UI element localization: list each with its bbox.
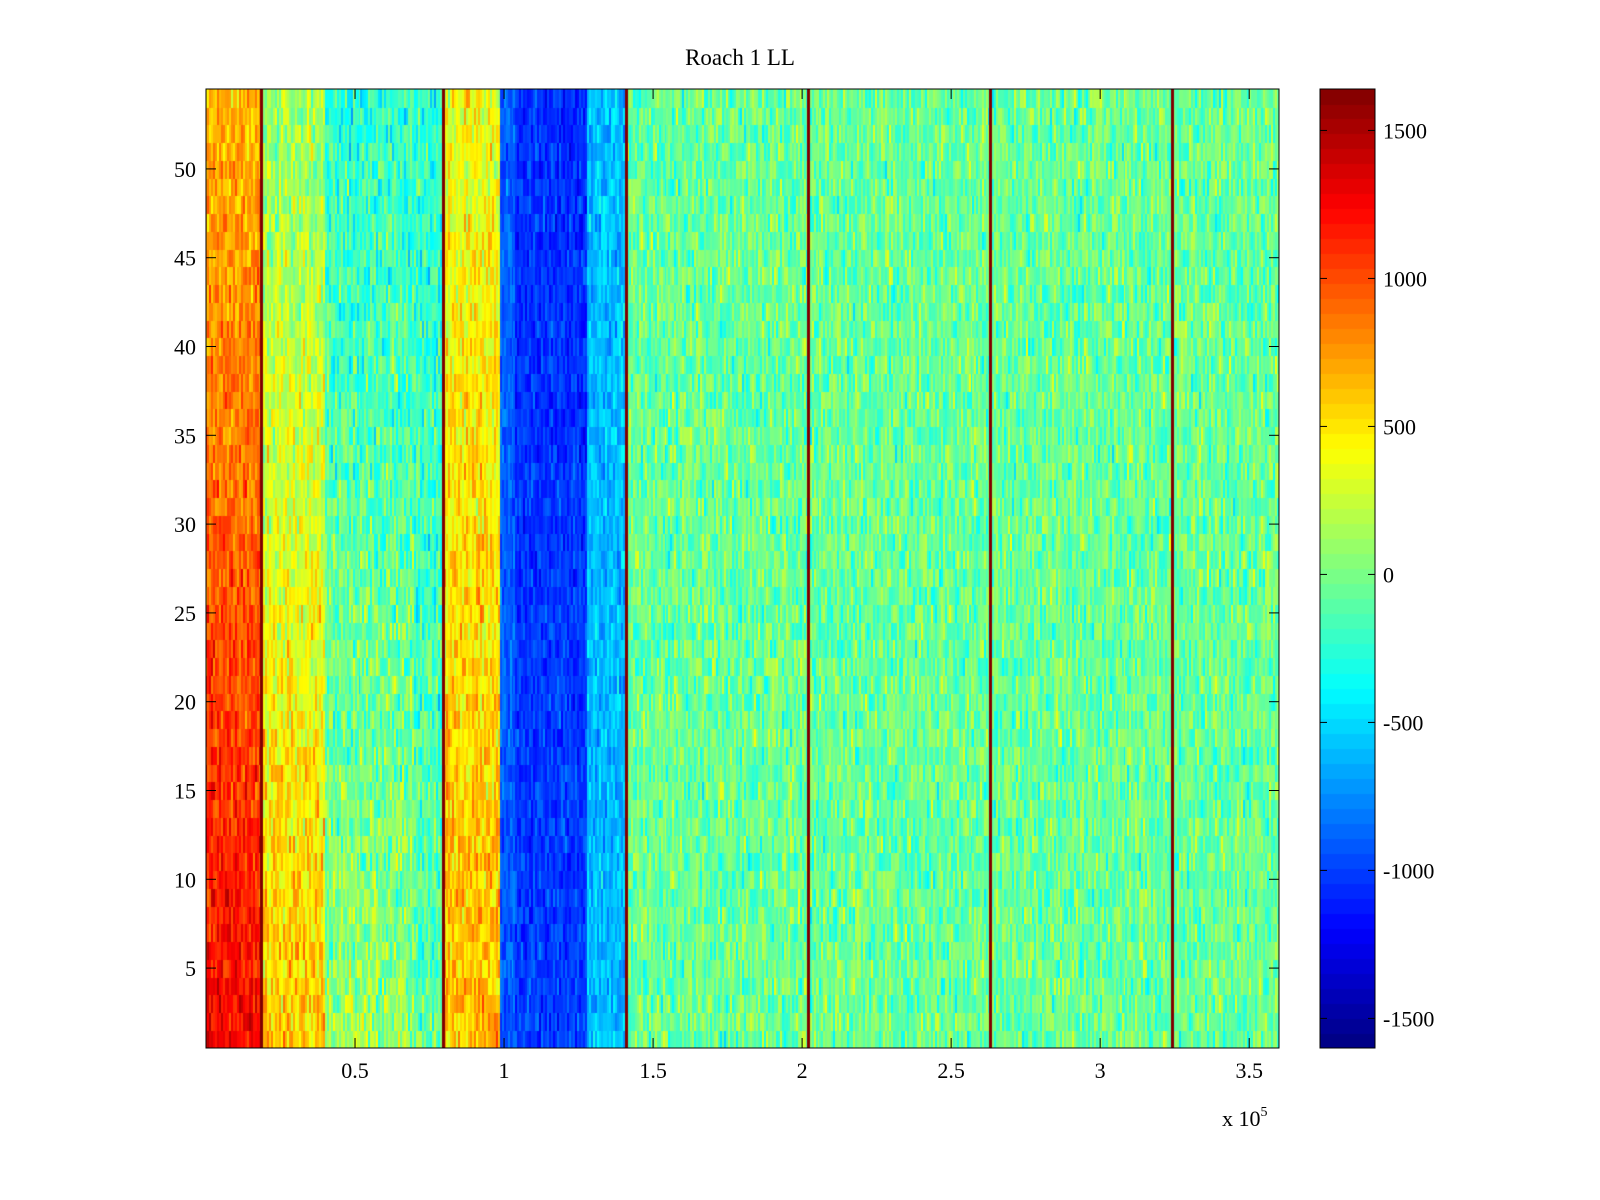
chart-title: Roach 1 LL: [685, 45, 795, 70]
x-axis-multiplier-base: x 10: [1222, 1106, 1261, 1131]
colorbar-frame: [1319, 88, 1376, 1049]
colorbar-tick-label: -500: [1383, 710, 1423, 735]
colorbar-tick-label: -1500: [1383, 1006, 1434, 1031]
x-tick-label: 2.5: [937, 1058, 965, 1083]
heatmap-plot-area: [206, 89, 1279, 1048]
x-tick-label: 1.5: [639, 1058, 667, 1083]
colorbar-tick-label: 500: [1383, 414, 1416, 439]
x-axis-multiplier-exponent: 5: [1261, 1105, 1268, 1120]
y-tick-label: 30: [174, 512, 196, 537]
x-tick-label: 0.5: [341, 1058, 369, 1083]
plot-frame: [205, 88, 1280, 1049]
y-tick-label: 20: [174, 690, 196, 715]
x-axis-multiplier: x 105: [1222, 1105, 1268, 1131]
x-tick-label: 2: [797, 1058, 808, 1083]
x-axis-ticks: 0.5 1 1.5 2 2.5 3 3.5: [341, 89, 1263, 1083]
colorbar-tick-label: 0: [1383, 562, 1394, 587]
colorbar-gradient: [1320, 89, 1375, 1048]
y-tick-label: 35: [174, 423, 196, 448]
y-tick-label: 45: [174, 246, 196, 271]
colorbar-tick-label: -1000: [1383, 858, 1434, 883]
y-tick-label: 40: [174, 335, 196, 360]
colorbar-tick-label: 1000: [1383, 266, 1427, 291]
y-tick-label: 15: [174, 778, 196, 803]
heatmap-image: [206, 89, 1279, 1048]
x-tick-label: 3: [1095, 1058, 1106, 1083]
x-tick-label: 1: [499, 1058, 510, 1083]
y-axis-ticks: 5 10 15 20 25 30 35 40 45 50: [174, 157, 1279, 981]
y-tick-label: 5: [185, 956, 196, 981]
colorbar-tick-label: 1500: [1383, 118, 1427, 143]
y-tick-label: 50: [174, 157, 196, 182]
y-tick-label: 10: [174, 867, 196, 892]
x-tick-label: 3.5: [1235, 1058, 1263, 1083]
colorbar-area: [1320, 89, 1375, 1048]
y-tick-label: 25: [174, 601, 196, 626]
colorbar-ticks: 1500 1000 500 0 -500 -1000 -1500: [1320, 118, 1434, 1031]
